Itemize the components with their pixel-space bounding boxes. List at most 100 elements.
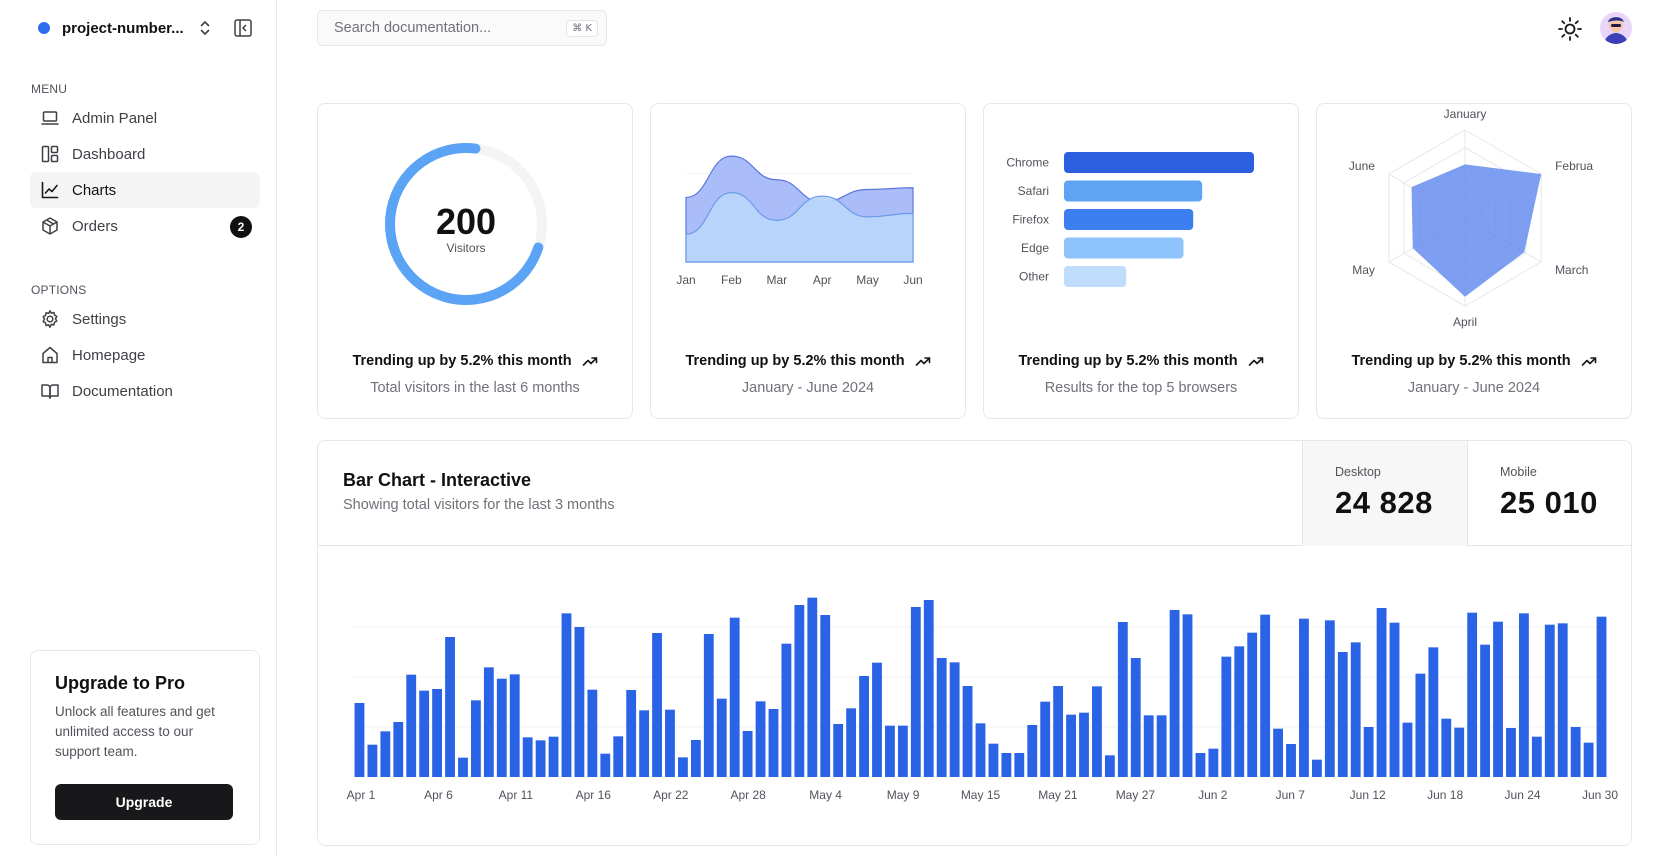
options-section-label: OPTIONS	[31, 283, 87, 297]
visitor-bar	[1221, 656, 1232, 777]
browser-label: Safari	[1018, 184, 1049, 198]
visitor-bar	[574, 627, 585, 777]
sidebar-item-label: Charts	[72, 181, 117, 199]
visitor-bar	[846, 708, 857, 777]
sun-icon[interactable]	[1557, 16, 1583, 42]
bar-chart-svg: Apr 1 Apr 6 Apr 11 Apr 16 Apr 22 Apr 28 May 4 M…	[347, 597, 1618, 802]
radial-progress-arc	[385, 143, 544, 305]
radar-label: May	[1352, 263, 1375, 277]
project-switcher[interactable]: project-number...	[30, 14, 262, 42]
radar-area	[1411, 164, 1542, 297]
menu-section-label: MENU	[31, 82, 68, 96]
mobile-value: 25 010	[1500, 485, 1598, 520]
browser-bar	[1064, 237, 1184, 259]
visitor-bar	[496, 678, 507, 777]
visitor-bar	[1066, 714, 1076, 777]
visitor-bar	[445, 637, 455, 777]
x-tick-label: Apr 22	[653, 788, 689, 802]
visitor-bar	[897, 725, 908, 777]
sidebar-item-charts[interactable]: Charts	[30, 172, 260, 208]
area-series-2	[685, 191, 914, 263]
sidebar-item-label: Admin Panel	[72, 109, 158, 127]
desktop-toggle[interactable]: Desktop 24 828	[1302, 441, 1467, 546]
visitor-bar	[1143, 715, 1154, 777]
visitor-bar	[768, 709, 779, 777]
sidebar-item-documentation[interactable]: Documentation	[30, 373, 260, 409]
bar-chart-plot: Apr 1 Apr 6 Apr 11 Apr 16 Apr 22 Apr 28 May 4 M…	[318, 547, 1631, 845]
visitor-bar	[936, 658, 947, 777]
visitor-bar	[1169, 610, 1180, 777]
visitor-bar	[652, 633, 662, 777]
x-tick-label: Jun 7	[1276, 788, 1306, 802]
visitor-bar	[1117, 622, 1128, 777]
chart-header: Bar Chart - Interactive Showing total vi…	[318, 441, 1631, 546]
card-subtitle: Total visitors in the last 6 months	[370, 380, 580, 396]
sidebar-collapse-icon[interactable]	[232, 17, 254, 39]
sidebar-item-homepage[interactable]: Homepage	[30, 337, 260, 373]
trending-up-icon	[1581, 357, 1596, 366]
visitor-bar	[742, 731, 753, 777]
visitor-bar	[406, 674, 417, 777]
x-tick-label: Apr 6	[424, 788, 453, 802]
x-tick-label: May 21	[1038, 788, 1078, 802]
radar-label: June	[1349, 159, 1375, 173]
visitor-bar	[470, 700, 481, 777]
visitor-bar	[522, 737, 533, 777]
radial-chart-card: 200 Visitors Trending up by 5.2% this mon…	[317, 103, 633, 419]
visitor-bar	[1415, 673, 1426, 777]
visitor-bar	[1467, 612, 1478, 777]
x-tick-label: Jun 18	[1427, 788, 1463, 802]
mobile-label: Mobile	[1500, 465, 1537, 479]
sidebar-item-label: Orders	[72, 217, 118, 235]
visitor-bar	[1454, 727, 1465, 777]
visitor-bar	[600, 753, 611, 777]
project-dot-icon	[38, 22, 50, 34]
radar-chart: January Februa March April May June	[1349, 107, 1594, 329]
package-icon	[40, 216, 60, 236]
visitor-bar	[1531, 736, 1542, 777]
user-avatar[interactable]	[1600, 12, 1632, 44]
visitor-bar	[703, 634, 714, 777]
upgrade-card: Upgrade to Pro Unlock all features and g…	[30, 650, 260, 845]
visitor-bar	[1518, 613, 1529, 777]
visitor-bar	[483, 667, 494, 777]
sidebar-item-settings[interactable]: Settings	[30, 301, 260, 337]
radar-chart-card: January Februa March April May June Trending …	[1316, 103, 1632, 419]
visitor-bar	[393, 722, 404, 777]
browser-bar	[1064, 180, 1203, 202]
x-tick-label: Mar	[766, 273, 787, 287]
visitor-bar	[1402, 722, 1413, 777]
sidebar-item-admin-panel[interactable]: Admin Panel	[30, 100, 260, 136]
visitor-bar	[1053, 686, 1064, 777]
search-input[interactable]: Search documentation... ⌘ K	[317, 10, 607, 46]
sidebar-item-dashboard[interactable]: Dashboard	[30, 136, 260, 172]
visitor-bar	[794, 605, 805, 777]
sidebar-item-orders[interactable]: Orders 2	[30, 208, 260, 244]
x-tick-label: Feb	[721, 273, 742, 287]
browser-bar	[1064, 209, 1194, 230]
visitor-bar	[1260, 614, 1271, 777]
visitor-bar	[1324, 620, 1335, 777]
visitor-bar	[1337, 652, 1348, 777]
visitor-bar	[1428, 647, 1439, 777]
interactive-bar-chart-card: Bar Chart - Interactive Showing total vi…	[317, 440, 1632, 846]
trend-text: Trending up by 5.2% this month	[1351, 353, 1596, 369]
laptop-icon	[40, 108, 60, 128]
sidebar: project-number... MENU Admin Panel Dashb…	[0, 0, 277, 856]
x-tick-label: Jun 24	[1505, 788, 1541, 802]
mobile-toggle[interactable]: Mobile 25 010	[1467, 441, 1631, 546]
browser-bar-chart: Chrome Safari Firefox Edge Other	[1006, 152, 1254, 287]
visitor-bar	[1182, 614, 1193, 777]
visitor-bar	[1156, 715, 1167, 777]
desktop-label: Desktop	[1335, 465, 1381, 479]
browser-bar	[1064, 152, 1254, 173]
visitor-bar	[1544, 624, 1555, 777]
visitor-bar	[755, 701, 766, 777]
orders-count-badge: 2	[230, 216, 252, 238]
upgrade-button[interactable]: Upgrade	[55, 784, 233, 820]
visitor-bar	[1376, 608, 1387, 777]
visitor-bar	[781, 643, 792, 777]
x-tick-label: Apr 28	[731, 788, 767, 802]
visitor-bar	[1570, 727, 1581, 777]
x-tick-label: May 15	[961, 788, 1001, 802]
